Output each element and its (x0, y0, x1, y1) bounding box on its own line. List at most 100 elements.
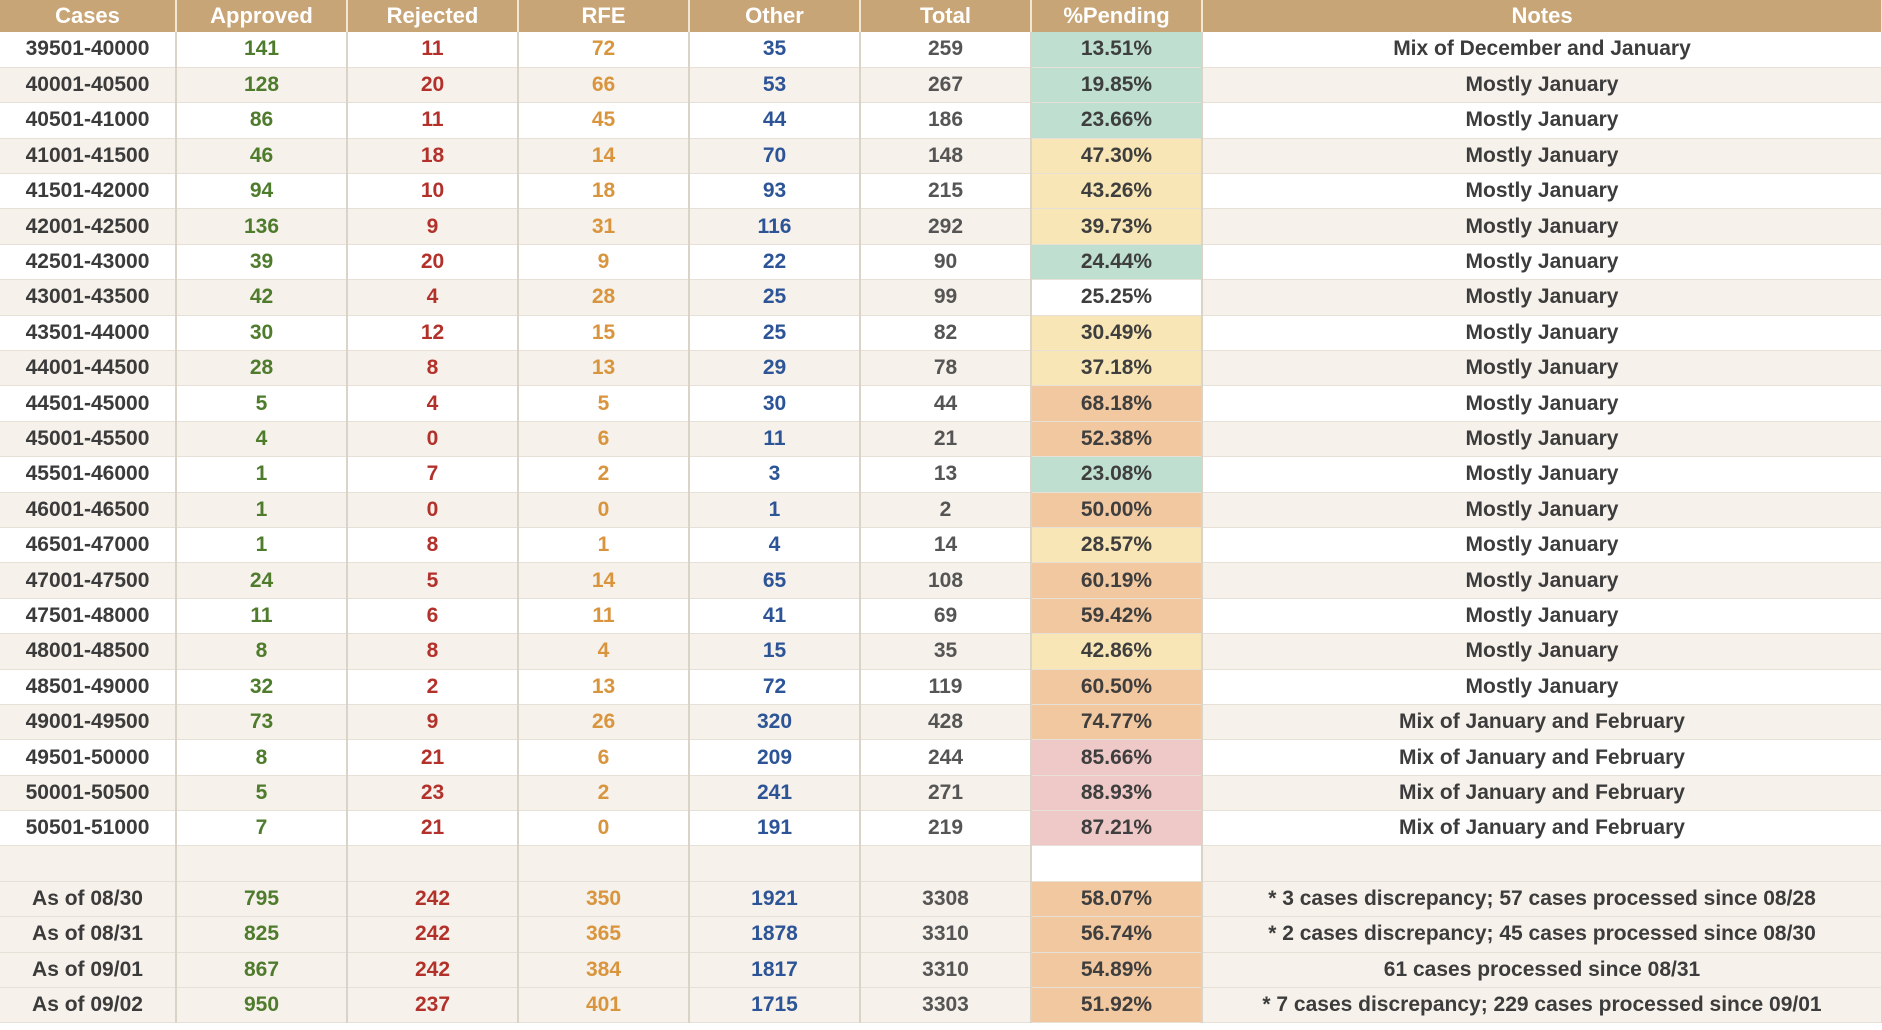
cell-approved[interactable]: 950 (176, 987, 348, 1024)
cell-rfe[interactable]: 9 (518, 244, 690, 281)
cell-approved[interactable]: 141 (176, 32, 348, 68)
cell-pending[interactable]: 30.49% (1031, 315, 1203, 352)
cell-cases[interactable]: 44001-44500 (0, 350, 177, 387)
cell-pending[interactable]: 42.86% (1031, 633, 1203, 670)
cell-rejected[interactable]: 8 (347, 633, 519, 670)
cell-approved[interactable]: 39 (176, 244, 348, 281)
cell-other[interactable]: 1921 (689, 880, 861, 918)
cell-rfe[interactable]: 4 (518, 633, 690, 670)
cell-pending[interactable]: 25.25% (1031, 279, 1203, 316)
cell-cases[interactable]: 42001-42500 (0, 208, 177, 245)
cell-total[interactable]: 292 (860, 208, 1032, 245)
cell-pending[interactable]: 56.74% (1031, 916, 1203, 953)
cell-approved[interactable]: 8 (176, 739, 348, 776)
cell-pending[interactable]: 23.08% (1031, 456, 1203, 493)
cell-notes[interactable]: Mostly January (1202, 633, 1882, 670)
cell-rejected[interactable]: 18 (347, 138, 519, 175)
cell-rejected[interactable]: 20 (347, 244, 519, 281)
cell-other[interactable]: 11 (689, 421, 861, 458)
cell-approved[interactable]: 24 (176, 562, 348, 599)
cell-rfe[interactable]: 0 (518, 492, 690, 528)
header-pending[interactable]: %Pending (1031, 0, 1203, 32)
cell-notes[interactable]: Mostly January (1202, 67, 1882, 104)
header-rejected[interactable]: Rejected (347, 0, 519, 32)
cell-approved[interactable]: 42 (176, 279, 348, 316)
cell-rfe[interactable]: 18 (518, 173, 690, 210)
cell-total[interactable]: 69 (860, 598, 1032, 635)
cell-notes[interactable]: Mostly January (1202, 173, 1882, 210)
cell-cases[interactable]: 44501-45000 (0, 385, 177, 422)
cell-rfe[interactable]: 13 (518, 350, 690, 387)
cell-rejected[interactable]: 242 (347, 880, 519, 918)
cell-rfe[interactable]: 45 (518, 102, 690, 139)
cell-other[interactable]: 44 (689, 102, 861, 139)
cell-approved[interactable]: 825 (176, 916, 348, 953)
cell-rfe[interactable]: 6 (518, 739, 690, 776)
cell-cases[interactable]: As of 08/30 (0, 880, 177, 918)
cell-pending[interactable]: 58.07% (1031, 880, 1203, 918)
cell-notes[interactable]: Mix of January and February (1202, 704, 1882, 741)
cell-total[interactable]: 21 (860, 421, 1032, 458)
cell-approved[interactable]: 136 (176, 208, 348, 245)
cell-total[interactable]: 90 (860, 244, 1032, 281)
cell-rejected[interactable]: 4 (347, 279, 519, 316)
cell-approved[interactable]: 4 (176, 421, 348, 458)
cell-rejected[interactable]: 12 (347, 315, 519, 352)
cell-rejected[interactable]: 21 (347, 810, 519, 847)
cell-other[interactable]: 1 (689, 492, 861, 528)
cell-cases[interactable]: 47501-48000 (0, 598, 177, 635)
cell-approved[interactable]: 32 (176, 669, 348, 705)
cell-notes[interactable]: Mostly January (1202, 456, 1882, 493)
cell-notes[interactable]: Mix of January and February (1202, 775, 1882, 812)
cell-total[interactable]: 44 (860, 385, 1032, 422)
cell-rfe[interactable]: 6 (518, 421, 690, 458)
cell-other[interactable]: 25 (689, 279, 861, 316)
cell-rejected[interactable]: 8 (347, 350, 519, 387)
cell-other[interactable]: 3 (689, 456, 861, 493)
cell-notes[interactable]: Mostly January (1202, 138, 1882, 175)
cell-pending[interactable]: 37.18% (1031, 350, 1203, 387)
cell-rfe[interactable]: 1 (518, 527, 690, 564)
cell-cases[interactable]: As of 09/01 (0, 952, 177, 989)
cell-total[interactable]: 3303 (860, 987, 1032, 1024)
cell-rfe[interactable]: 15 (518, 315, 690, 352)
cell-empty[interactable] (689, 845, 861, 882)
cell-approved[interactable]: 1 (176, 492, 348, 528)
cell-rejected[interactable]: 0 (347, 492, 519, 528)
cell-approved[interactable]: 94 (176, 173, 348, 210)
cell-notes[interactable]: Mostly January (1202, 208, 1882, 245)
cell-rejected[interactable]: 10 (347, 173, 519, 210)
cell-pending[interactable]: 50.00% (1031, 492, 1203, 528)
cell-approved[interactable]: 128 (176, 67, 348, 104)
cell-rejected[interactable]: 20 (347, 67, 519, 104)
cell-total[interactable]: 13 (860, 456, 1032, 493)
cell-other[interactable]: 72 (689, 669, 861, 705)
cell-other[interactable]: 116 (689, 208, 861, 245)
cell-total[interactable]: 3308 (860, 880, 1032, 918)
cell-rfe[interactable]: 0 (518, 810, 690, 847)
cell-rejected[interactable]: 23 (347, 775, 519, 812)
cell-notes[interactable]: Mostly January (1202, 244, 1882, 281)
cell-other[interactable]: 93 (689, 173, 861, 210)
cell-rfe[interactable]: 66 (518, 67, 690, 104)
cell-total[interactable]: 219 (860, 810, 1032, 847)
cell-empty[interactable] (518, 845, 690, 882)
cell-total[interactable]: 186 (860, 102, 1032, 139)
cell-approved[interactable]: 30 (176, 315, 348, 352)
cell-cases[interactable]: As of 08/31 (0, 916, 177, 953)
cell-approved[interactable]: 86 (176, 102, 348, 139)
cell-total[interactable]: 78 (860, 350, 1032, 387)
cell-total[interactable]: 148 (860, 138, 1032, 175)
cell-approved[interactable]: 5 (176, 775, 348, 812)
cell-total[interactable]: 35 (860, 633, 1032, 670)
cell-pending[interactable]: 13.51% (1031, 32, 1203, 68)
cell-rejected[interactable]: 4 (347, 385, 519, 422)
cell-total[interactable]: 99 (860, 279, 1032, 316)
cell-notes[interactable]: Mostly January (1202, 385, 1882, 422)
cell-rejected[interactable]: 5 (347, 562, 519, 599)
cell-cases[interactable]: 41501-42000 (0, 173, 177, 210)
cell-rejected[interactable]: 242 (347, 952, 519, 989)
cell-notes[interactable]: 61 cases processed since 08/31 (1202, 952, 1882, 989)
cell-rejected[interactable]: 6 (347, 598, 519, 635)
header-rfe[interactable]: RFE (518, 0, 690, 32)
